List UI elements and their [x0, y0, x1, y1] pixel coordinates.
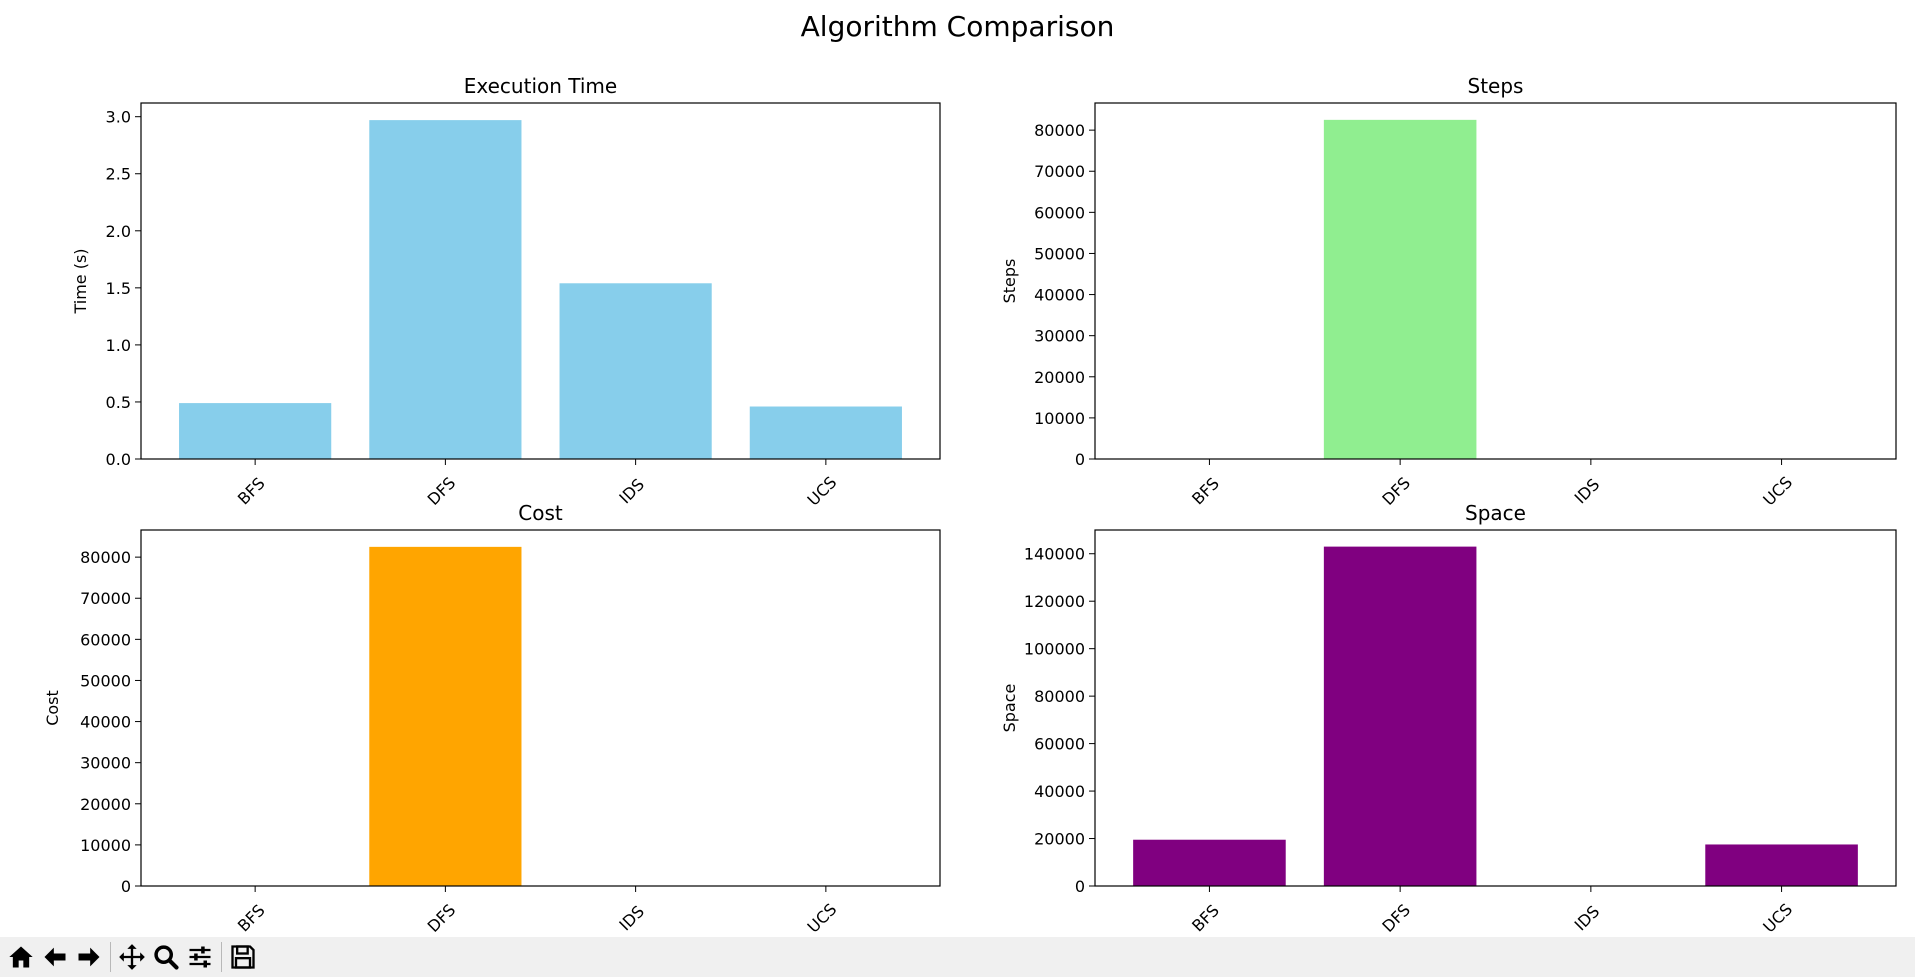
- y-tick-label: 0.5: [106, 393, 131, 412]
- configure-subplots-button[interactable]: [183, 940, 217, 974]
- y-tick-label: 40000: [1034, 782, 1085, 801]
- y-tick-label: 100000: [1024, 640, 1085, 659]
- y-tick-label: 10000: [1034, 409, 1085, 428]
- x-tick-label: IDS: [615, 902, 648, 935]
- configure-subplots-icon: [189, 946, 211, 968]
- y-tick-label: 60000: [1034, 203, 1085, 222]
- y-tick-label: 50000: [80, 671, 131, 690]
- figure-title: Algorithm Comparison: [800, 10, 1115, 43]
- bar-ucs: [1705, 844, 1858, 886]
- toolbar-separator: [110, 942, 111, 972]
- figure-canvas: Algorithm Comparison 0.0 0.5 1.0 1.5 2.0 2.5 3…: [43, 10, 1897, 937]
- x-tick-label: IDS: [1571, 475, 1604, 508]
- subplot-title: Steps: [1468, 74, 1524, 98]
- x-tick-label: UCS: [804, 900, 841, 937]
- y-tick-label: 70000: [80, 589, 131, 608]
- y-axis-label: Steps: [1000, 259, 1019, 304]
- y-tick-label: 60000: [80, 630, 131, 649]
- y-tick-label: 80000: [1034, 687, 1085, 706]
- y-tick-label: 40000: [1034, 286, 1085, 305]
- bar-dfs: [369, 546, 522, 886]
- y-tick-label: 0: [121, 877, 131, 896]
- x-tick-label: BFS: [1188, 474, 1223, 509]
- bar-dfs: [1323, 119, 1477, 460]
- back-button[interactable]: [38, 940, 72, 974]
- y-axis-label: Time (s): [71, 248, 90, 314]
- home-icon: [9, 946, 33, 968]
- y-tick-label: 10000: [80, 836, 131, 855]
- save-button[interactable]: [226, 940, 260, 974]
- axes-frame: [140, 102, 941, 460]
- y-tick-label: 1.5: [106, 279, 131, 298]
- bar-ucs: [749, 406, 902, 459]
- x-tick-label: DFS: [424, 473, 460, 509]
- y-axis-label: Cost: [43, 690, 62, 726]
- x-tick-label: BFS: [234, 474, 269, 509]
- y-tick-label: 0.0: [106, 450, 131, 469]
- x-tick-label: BFS: [234, 901, 269, 936]
- y-tick-label: 70000: [1034, 162, 1085, 181]
- home-button[interactable]: [4, 940, 38, 974]
- y-tick-label: 20000: [1034, 830, 1085, 849]
- x-tick-label: UCS: [1759, 900, 1796, 937]
- axes-frame: [1094, 102, 1897, 460]
- axes-frame: [1094, 529, 1897, 887]
- forward-arrow-icon: [78, 947, 100, 967]
- y-tick-label: 0: [1075, 450, 1085, 469]
- y-tick-label: 2.5: [106, 165, 131, 184]
- bar-bfs: [179, 403, 332, 459]
- x-tick-label: DFS: [1378, 473, 1414, 509]
- zoom-button[interactable]: [149, 940, 183, 974]
- subplot-title: Space: [1465, 501, 1526, 525]
- y-tick-label: 60000: [1034, 735, 1085, 754]
- subplot-title: Cost: [518, 501, 563, 525]
- y-tick-label: 80000: [80, 548, 131, 567]
- y-tick-label: 20000: [80, 795, 131, 814]
- y-tick-label: 1.0: [106, 336, 131, 355]
- y-tick-label: 50000: [1034, 244, 1085, 263]
- save-floppy-icon: [231, 945, 255, 969]
- y-tick-label: 3.0: [106, 108, 131, 127]
- y-tick-label: 120000: [1024, 592, 1085, 611]
- toolbar-separator: [221, 942, 222, 972]
- bar-ids: [559, 283, 712, 459]
- y-tick-label: 40000: [80, 713, 131, 732]
- zoom-magnifier-icon: [154, 945, 179, 970]
- y-tick-label: 30000: [1034, 327, 1085, 346]
- subplot-title: Execution Time: [464, 74, 617, 98]
- y-tick-label: 30000: [80, 754, 131, 773]
- forward-button[interactable]: [72, 940, 106, 974]
- bar-dfs: [1323, 546, 1477, 886]
- y-tick-label: 0: [1075, 877, 1085, 896]
- x-tick-label: IDS: [1571, 902, 1604, 935]
- back-arrow-icon: [44, 947, 66, 967]
- axes-frame: [140, 529, 941, 887]
- bar-dfs: [369, 120, 522, 459]
- x-tick-label: UCS: [804, 473, 841, 510]
- x-tick-label: BFS: [1188, 901, 1223, 936]
- y-axis-label: Space: [1000, 684, 1019, 733]
- navigation-toolbar: [0, 937, 1915, 977]
- y-tick-label: 80000: [1034, 121, 1085, 140]
- x-tick-label: DFS: [1378, 900, 1414, 936]
- subplots-svg: 0.0 0.5 1.0 1.5 2.0 2.5 3.0 BFS DFS IDS UCS Executi…: [43, 74, 1897, 937]
- y-tick-label: 20000: [1034, 368, 1085, 387]
- x-tick-label: DFS: [424, 900, 460, 936]
- x-tick-label: UCS: [1759, 473, 1796, 510]
- y-tick-label: 140000: [1024, 545, 1085, 564]
- y-tick-label: 2.0: [106, 222, 131, 241]
- pan-move-icon: [119, 944, 145, 970]
- pan-button[interactable]: [115, 940, 149, 974]
- bar-bfs: [1133, 839, 1286, 886]
- x-tick-label: IDS: [615, 475, 648, 508]
